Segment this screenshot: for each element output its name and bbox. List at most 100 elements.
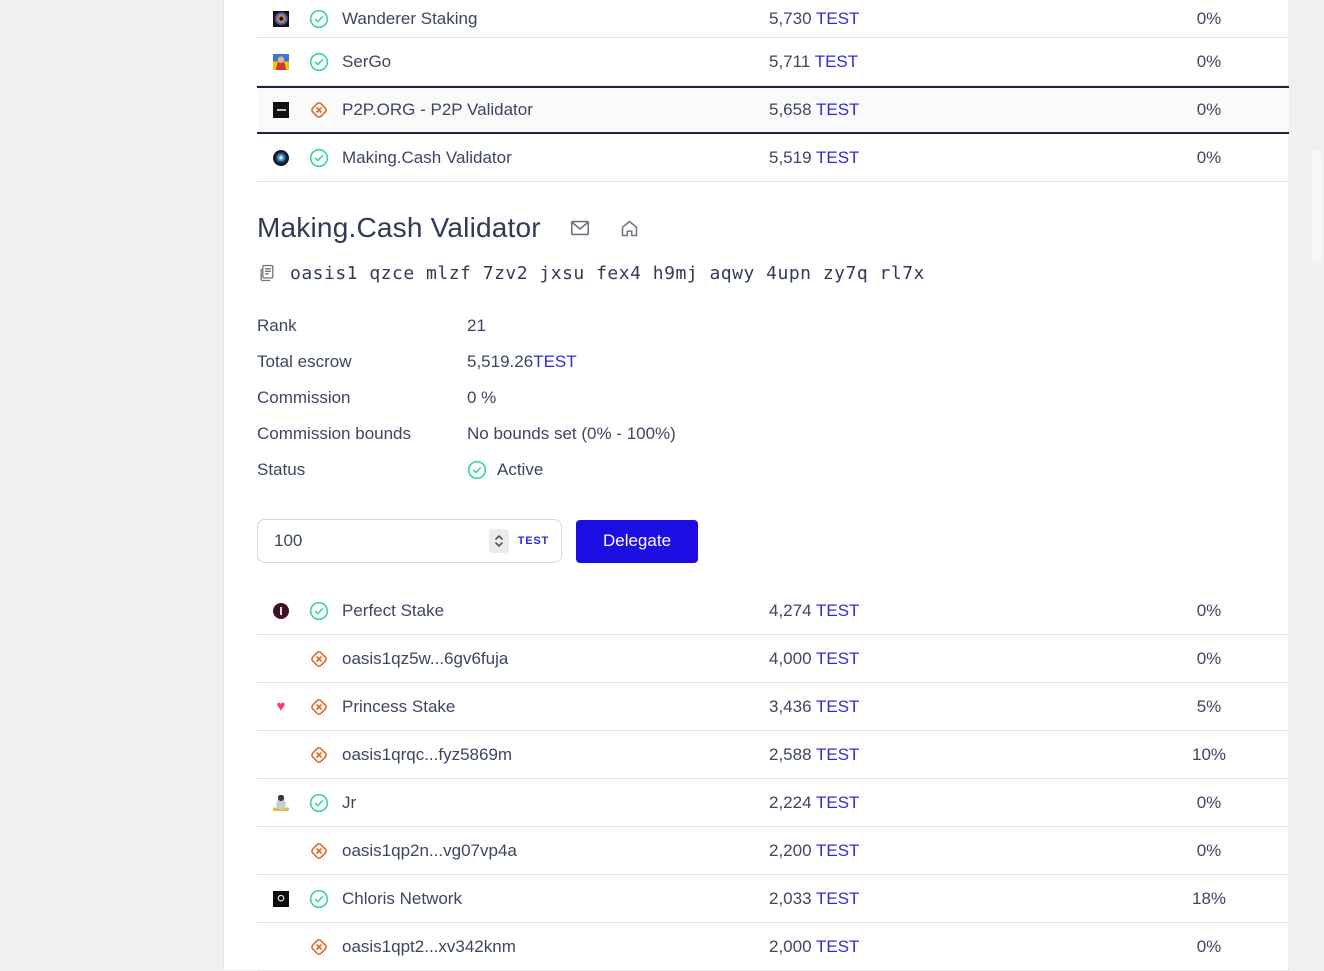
check-circle-icon [309, 52, 329, 72]
check-circle-icon [309, 148, 329, 168]
validator-name: Perfect Stake [342, 600, 445, 620]
escrow-amount: 5,658 TEST [769, 100, 860, 119]
email-icon[interactable] [569, 217, 591, 239]
chloris-avatar [273, 890, 289, 907]
validator-address-row: oasis1 qzce mlzf 7zv2 jxsu fex4 h9mj aqw… [257, 262, 1288, 284]
validator-row[interactable]: SerGo 5,711 TEST 0% [257, 38, 1289, 86]
validator-row[interactable]: Jr 2,224 TEST 0% [257, 779, 1289, 827]
token-link[interactable]: TEST [815, 147, 860, 167]
check-circle-icon [467, 460, 487, 480]
validator-title: Making.Cash Validator [257, 212, 541, 243]
validator-row[interactable]: oasis1qpt2...xv342knm 2,000 TEST 0% [257, 923, 1289, 971]
validator-name: oasis1qz5w...6gv6fuja [342, 648, 509, 668]
token-label: TEST [517, 535, 549, 547]
token-link[interactable]: TEST [533, 352, 577, 371]
token-link[interactable]: TEST [815, 840, 860, 860]
escrow-amount: 3,436 TEST [769, 696, 860, 716]
token-link[interactable]: TEST [815, 744, 860, 764]
amount-input[interactable] [274, 531, 489, 551]
warning-diamond-icon [309, 649, 329, 669]
fee-percent: 0% [1196, 147, 1222, 167]
validator-row[interactable]: oasis1qz5w...6gv6fuja 4,000 TEST 0% [257, 635, 1289, 683]
validator-row[interactable]: oasis1qp2n...vg07vp4a 2,200 TEST 0% [257, 827, 1289, 875]
avatar-placeholder [273, 651, 289, 667]
warning-diamond-icon [309, 100, 329, 120]
field-label: Commission bounds [257, 424, 412, 443]
homepage-icon[interactable] [619, 218, 640, 239]
validator-row[interactable]: P2P.ORG - P2P Validator 5,658 TEST 0% [257, 86, 1289, 134]
validator-row[interactable]: Chloris Network 2,033 TEST 18% [257, 875, 1289, 923]
fee-percent: 0% [1196, 936, 1222, 956]
field-label: Rank [257, 316, 297, 335]
validator-title-row: Making.Cash Validator [257, 210, 1288, 246]
scrollbar-thumb[interactable] [1312, 150, 1322, 262]
token-link[interactable]: TEST [815, 936, 860, 956]
validator-name: Chloris Network [342, 888, 462, 908]
making-avatar [273, 149, 289, 166]
delegate-form: TEST Delegate [257, 519, 1288, 563]
field-value: Active [467, 460, 543, 480]
detail-field-row: Commission 0 % [257, 380, 1288, 416]
validator-row[interactable]: ♥ Princess Stake 3,436 TEST 5% [257, 683, 1289, 731]
fee-percent: 0% [1196, 840, 1222, 860]
token-link[interactable]: TEST [815, 100, 860, 119]
token-link[interactable]: TEST [815, 792, 860, 812]
fee-percent: 10% [1191, 744, 1227, 764]
copy-address-icon[interactable] [257, 263, 277, 283]
escrow-amount: 2,588 TEST [769, 744, 860, 764]
validator-list-upper: Wanderer Staking 5,730 TEST 0% SerGo 5,711 T… [257, 0, 1289, 182]
validator-name: Making.Cash Validator [342, 147, 512, 167]
validator-list-lower: Perfect Stake 4,274 TEST 0% oasis1qz5w...6g… [257, 587, 1289, 971]
jr-avatar [273, 794, 289, 811]
token-link[interactable]: TEST [815, 888, 860, 908]
warning-diamond-icon [309, 697, 329, 717]
sergo-avatar [273, 53, 289, 70]
validator-row[interactable]: Making.Cash Validator 5,519 TEST 0% [257, 134, 1289, 182]
fee-percent: 0% [1196, 600, 1222, 620]
token-link[interactable]: TEST [815, 648, 860, 668]
check-circle-icon [309, 601, 329, 621]
validator-address: oasis1 qzce mlzf 7zv2 jxsu fex4 h9mj aqw… [290, 262, 925, 284]
delegate-button[interactable]: Delegate [576, 519, 698, 563]
warning-diamond-icon [309, 937, 329, 957]
token-link[interactable]: TEST [815, 8, 860, 28]
warning-diamond-icon [309, 841, 329, 861]
field-value: No bounds set (0% - 100%) [467, 424, 676, 443]
detail-field-row: Total escrow 5,519.26 TEST [257, 344, 1288, 380]
field-value: 0 % [467, 388, 497, 407]
escrow-amount: 4,274 TEST [769, 600, 860, 620]
validator-detail-panel: Making.Cash Validator oasis1 qzce mlzf 7… [257, 210, 1288, 563]
detail-field-row: Rank 21 [257, 308, 1288, 344]
validator-name: oasis1qpt2...xv342knm [342, 936, 516, 956]
check-circle-icon [309, 9, 329, 29]
escrow-amount: 2,000 TEST [769, 936, 860, 956]
fee-percent: 0% [1196, 648, 1222, 668]
fee-percent: 0% [1196, 792, 1222, 812]
p2p-avatar [273, 102, 289, 118]
escrow-amount: 2,200 TEST [769, 840, 860, 860]
validator-name: oasis1qp2n...vg07vp4a [342, 840, 517, 860]
fee-percent: 18% [1191, 888, 1227, 908]
main-panel: Wanderer Staking 5,730 TEST 0% SerGo 5,711 T… [223, 0, 1289, 971]
validator-row[interactable]: oasis1qrqc...fyz5869m 2,588 TEST 10% [257, 731, 1289, 779]
validator-row[interactable]: Perfect Stake 4,274 TEST 0% [257, 587, 1289, 635]
escrow-amount: 4,000 TEST [769, 648, 860, 668]
token-link[interactable]: TEST [815, 600, 860, 620]
detail-field-row: Status Active [257, 452, 1288, 488]
amount-stepper-icon[interactable] [488, 529, 509, 553]
escrow-amount: 5,711 TEST [769, 51, 859, 71]
check-circle-icon [309, 793, 329, 813]
perfect-avatar [273, 602, 289, 619]
token-link[interactable]: TEST [814, 51, 859, 71]
avatar-placeholder [273, 939, 289, 955]
validator-name: Princess Stake [342, 696, 456, 716]
field-label: Status [257, 460, 306, 479]
escrow-amount: 2,224 TEST [769, 792, 860, 812]
amount-input-box: TEST [257, 519, 562, 563]
validator-row[interactable]: Wanderer Staking 5,730 TEST 0% [257, 0, 1289, 38]
token-link[interactable]: TEST [815, 696, 860, 716]
wanderer-avatar [273, 10, 289, 27]
field-value: 5,519.26 TEST [467, 352, 577, 371]
avatar-placeholder [273, 843, 289, 859]
escrow-amount: 5,519 TEST [769, 147, 860, 167]
